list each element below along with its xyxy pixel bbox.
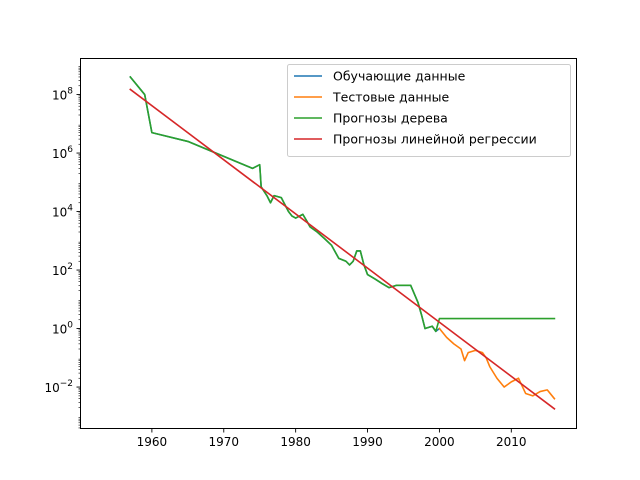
x-tick-label: 1960 <box>137 435 168 449</box>
legend: Обучающие данные Тестовые данные Прогнозы … <box>287 64 571 157</box>
y-tick-label: 102 <box>52 262 73 278</box>
legend-label: Обучающие данные <box>333 69 466 84</box>
legend-box <box>287 64 571 157</box>
x-tick-label: 1970 <box>208 435 239 449</box>
legend-label: Прогнозы дерева <box>333 111 448 126</box>
x-tick-label: 1990 <box>352 435 383 449</box>
series-line-1 <box>438 327 556 400</box>
ticks-layer: 1960 1970 1980 1990 2000 2010 10−2 100 102 104 106… <box>44 66 527 449</box>
series-line-3 <box>129 88 556 410</box>
legend-label: Прогнозы линейной регрессии <box>333 132 537 147</box>
x-tick-label: 1980 <box>280 435 311 449</box>
y-tick-label: 104 <box>52 204 73 220</box>
series-line-2 <box>129 75 556 333</box>
series-layer <box>129 75 556 410</box>
legend-label: Тестовые данные <box>332 90 450 105</box>
x-tick-label: 2000 <box>424 435 455 449</box>
y-tick-label: 108 <box>52 87 73 103</box>
y-tick-label: 10−2 <box>44 379 73 395</box>
y-tick-label: 100 <box>52 321 73 337</box>
y-tick-label: 106 <box>52 145 73 161</box>
x-tick-label: 2010 <box>496 435 527 449</box>
